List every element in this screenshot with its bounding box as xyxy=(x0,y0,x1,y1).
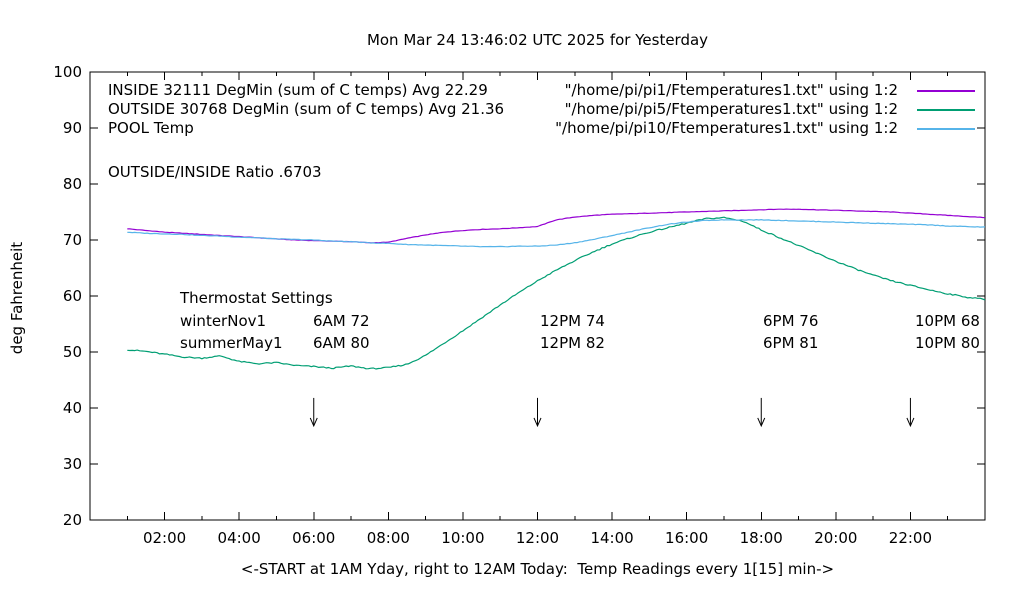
legend-file-pool: "/home/pi/pi10/Ftemperatures1.txt" using… xyxy=(555,119,898,137)
thermostat-summer-6am: 6AM 80 xyxy=(313,334,370,352)
legend-file-outside: "/home/pi/pi5/Ftemperatures1.txt" using … xyxy=(564,100,898,118)
thermostat-winter-season: winterNov1 xyxy=(180,312,267,330)
y-tick-label: 100 xyxy=(53,63,82,81)
legend-row-outside: OUTSIDE 30768 DegMin (sum of C temps) Av… xyxy=(0,100,1020,119)
thermostat-summer-season: summerMay1 xyxy=(180,334,283,352)
chart-title: Mon Mar 24 13:46:02 UTC 2025 for Yesterd… xyxy=(366,31,709,49)
y-tick-label: 40 xyxy=(62,399,82,417)
thermostat-summer-10pm: 10PM 80 xyxy=(915,334,980,352)
x-axis-label: <-START at 1AM Yday, right to 12AM Today… xyxy=(240,560,835,578)
ratio-annotation: OUTSIDE/INSIDE Ratio .6703 xyxy=(108,163,322,181)
y-axis-label: deg Fahrenheit xyxy=(8,241,26,355)
y-tick-label: 60 xyxy=(62,287,82,305)
thermostat-change-arrow xyxy=(309,397,318,428)
y-tick-label: 90 xyxy=(62,119,82,137)
thermostat-summer-6pm: 6PM 81 xyxy=(763,334,819,352)
thermostat-winter-6pm: 6PM 76 xyxy=(763,312,819,330)
legend-line-sample-pool xyxy=(917,128,975,130)
y-tick-label: 30 xyxy=(62,455,82,473)
y-tick-label: 20 xyxy=(62,511,82,529)
x-tick-label: 10:00 xyxy=(441,529,485,547)
thermostat-row-winter: winterNov1 6AM 72 12PM 74 6PM 76 10PM 68 xyxy=(0,311,1020,331)
thermostat-winter-6am: 6AM 72 xyxy=(313,312,370,330)
x-tick-label: 12:00 xyxy=(515,529,560,547)
thermostat-change-arrow xyxy=(757,397,766,428)
x-tick-label: 16:00 xyxy=(665,529,709,547)
thermostat-summer-12pm: 12PM 82 xyxy=(540,334,605,352)
x-tick-label: 18:00 xyxy=(739,529,783,547)
legend-label-outside: OUTSIDE 30768 DegMin (sum of C temps) Av… xyxy=(108,100,505,118)
thermostat-row-summer: summerMay1 6AM 80 12PM 82 6PM 81 10PM 80 xyxy=(0,333,1020,353)
series-pool xyxy=(127,219,986,248)
y-tick-label: 80 xyxy=(62,175,82,193)
thermostat-heading: Thermostat Settings xyxy=(180,289,333,307)
x-tick-label: 08:00 xyxy=(366,529,410,547)
legend-row-pool: POOL Temp "/home/pi/pi10/Ftemperatures1.… xyxy=(0,119,1020,138)
legend-line-sample-outside xyxy=(917,109,975,111)
legend-label-inside: INSIDE 32111 DegMin (sum of C temps) Avg… xyxy=(108,81,488,99)
x-tick-label: 06:00 xyxy=(292,529,336,547)
x-tick-label: 20:00 xyxy=(814,529,858,547)
x-tick-label: 22:00 xyxy=(888,529,933,547)
legend-row-inside: INSIDE 32111 DegMin (sum of C temps) Avg… xyxy=(0,81,1020,100)
thermostat-winter-10pm: 10PM 68 xyxy=(915,312,980,330)
legend-line-sample-inside xyxy=(917,90,975,92)
y-tick-label: 70 xyxy=(62,231,82,249)
legend-file-inside: "/home/pi/pi1/Ftemperatures1.txt" using … xyxy=(564,81,898,99)
y-tick-label: 50 xyxy=(62,343,82,361)
legend-label-pool: POOL Temp xyxy=(108,119,194,137)
series-outside xyxy=(127,216,986,370)
thermostat-change-arrow xyxy=(906,397,915,428)
thermostat-change-arrow xyxy=(533,397,542,428)
x-tick-label: 02:00 xyxy=(142,529,187,547)
thermostat-winter-12pm: 12PM 74 xyxy=(540,312,605,330)
x-tick-label: 04:00 xyxy=(217,529,261,547)
x-tick-label: 14:00 xyxy=(590,529,634,547)
